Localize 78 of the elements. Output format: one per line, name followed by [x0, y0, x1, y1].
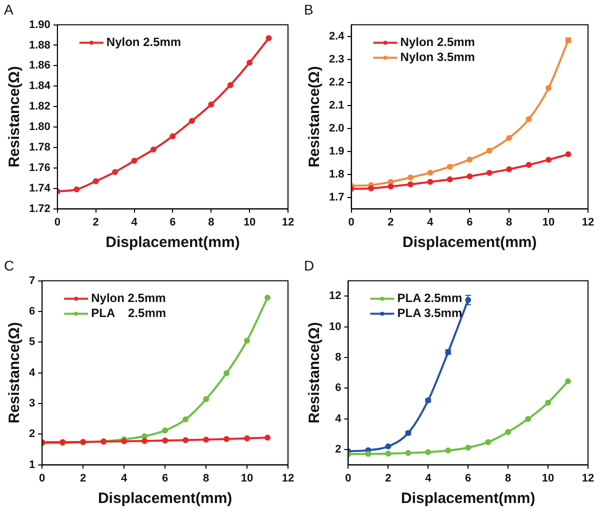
- x-tick-label: 2: [92, 216, 99, 228]
- y-tick-label: 2.4: [328, 30, 346, 42]
- chart-title: B: [304, 1, 314, 18]
- chart-title: D: [304, 257, 314, 274]
- y-tick-label: 6: [28, 306, 36, 318]
- x-tick-label: 0: [348, 216, 354, 228]
- x-tick-label: 6: [465, 472, 472, 484]
- y-tick-label: 1.8: [328, 168, 344, 180]
- x-tick-label: 10: [243, 216, 256, 228]
- y-axis-title: Resistance(Ω): [306, 322, 324, 424]
- y-tick-label: 1.84: [28, 80, 52, 92]
- y-tick-label: 2.1: [328, 99, 344, 112]
- y-tick-label: 1.86: [28, 60, 50, 72]
- y-tick-label: 1.74: [28, 182, 52, 194]
- y-tick-label: 1: [28, 458, 36, 471]
- y-tick-label: 1.7: [328, 191, 344, 204]
- x-tick-label: 2: [385, 472, 392, 484]
- y-tick-label: 2.2: [328, 76, 344, 88]
- y-tick-label: 4: [335, 412, 342, 425]
- legend-label: PLA 2.5mm: [91, 306, 166, 320]
- x-tick-label: 12: [282, 216, 294, 228]
- legend-label: Nylon 2.5mm: [91, 291, 166, 306]
- y-tick-label: 3: [28, 398, 36, 410]
- y-tick-label: 7: [28, 274, 36, 287]
- x-tick-label: 8: [202, 472, 210, 484]
- y-axis-title: Resistance(Ω): [306, 66, 324, 168]
- y-tick-label: 10: [328, 320, 342, 333]
- x-tick-label: 0: [39, 472, 46, 484]
- x-tick-label: 12: [582, 472, 594, 484]
- y-tick-label: 1.82: [28, 100, 50, 113]
- x-tick-label: 6: [170, 216, 176, 228]
- y-tick-label: 2.3: [328, 53, 344, 66]
- y-tick-label: 1.78: [28, 142, 50, 154]
- y-tick-label: 2: [335, 444, 342, 456]
- y-tick-label: 1.80: [28, 121, 50, 134]
- x-tick-label: 10: [240, 472, 254, 484]
- x-axis-title: Displacement(mm): [401, 490, 536, 508]
- x-tick-label: 4: [131, 216, 138, 228]
- x-tick-label: 2: [388, 216, 394, 228]
- y-tick-label: 6: [335, 382, 342, 394]
- y-tick-label: 2: [28, 428, 36, 440]
- x-tick-label: 0: [345, 472, 352, 484]
- y-axis-title: Resistance(Ω): [6, 322, 24, 424]
- y-tick-label: 8: [335, 352, 342, 364]
- x-tick-label: 8: [505, 472, 512, 484]
- x-tick-label: 6: [162, 472, 168, 484]
- chart-title: A: [4, 1, 14, 18]
- x-tick-label: 4: [427, 216, 434, 228]
- x-tick-label: 4: [425, 472, 432, 484]
- x-tick-label: 10: [542, 472, 554, 484]
- x-tick-label: 2: [80, 472, 86, 484]
- x-tick-label: 6: [466, 216, 473, 228]
- legend-label: Nylon 2.5mm: [400, 35, 475, 50]
- y-tick-label: 1.76: [28, 162, 50, 174]
- y-tick-label: 1.90: [28, 18, 50, 31]
- y-axis-title: Resistance(Ω): [6, 66, 24, 168]
- x-tick-label: 8: [506, 216, 512, 228]
- legend-label: PLA 3.5mm: [397, 306, 462, 320]
- x-axis-title: Displacement(mm): [106, 234, 240, 252]
- legend-label: Nylon 2.5mm: [106, 35, 182, 50]
- y-tick-label: 2.0: [328, 122, 344, 134]
- x-tick-label: 8: [208, 216, 214, 228]
- chart-title: C: [4, 257, 14, 274]
- legend-label: Nylon 3.5mm: [400, 50, 475, 64]
- x-tick-label: 0: [54, 216, 60, 228]
- x-tick-label: 12: [282, 472, 294, 484]
- y-tick-label: 5: [28, 336, 36, 348]
- y-tick-label: 1.88: [28, 39, 50, 52]
- x-axis-title: Displacement(mm): [98, 490, 232, 508]
- x-axis-title: Displacement(mm): [402, 234, 537, 252]
- x-tick-label: 12: [582, 216, 594, 228]
- x-tick-label: 4: [121, 472, 128, 484]
- legend-label: PLA 2.5mm: [397, 291, 462, 306]
- y-tick-label: 12: [328, 290, 342, 302]
- y-tick-label: 4: [28, 366, 36, 379]
- y-tick-label: 1.72: [28, 202, 50, 215]
- y-tick-label: 1.9: [328, 145, 344, 158]
- x-tick-label: 10: [542, 216, 555, 228]
